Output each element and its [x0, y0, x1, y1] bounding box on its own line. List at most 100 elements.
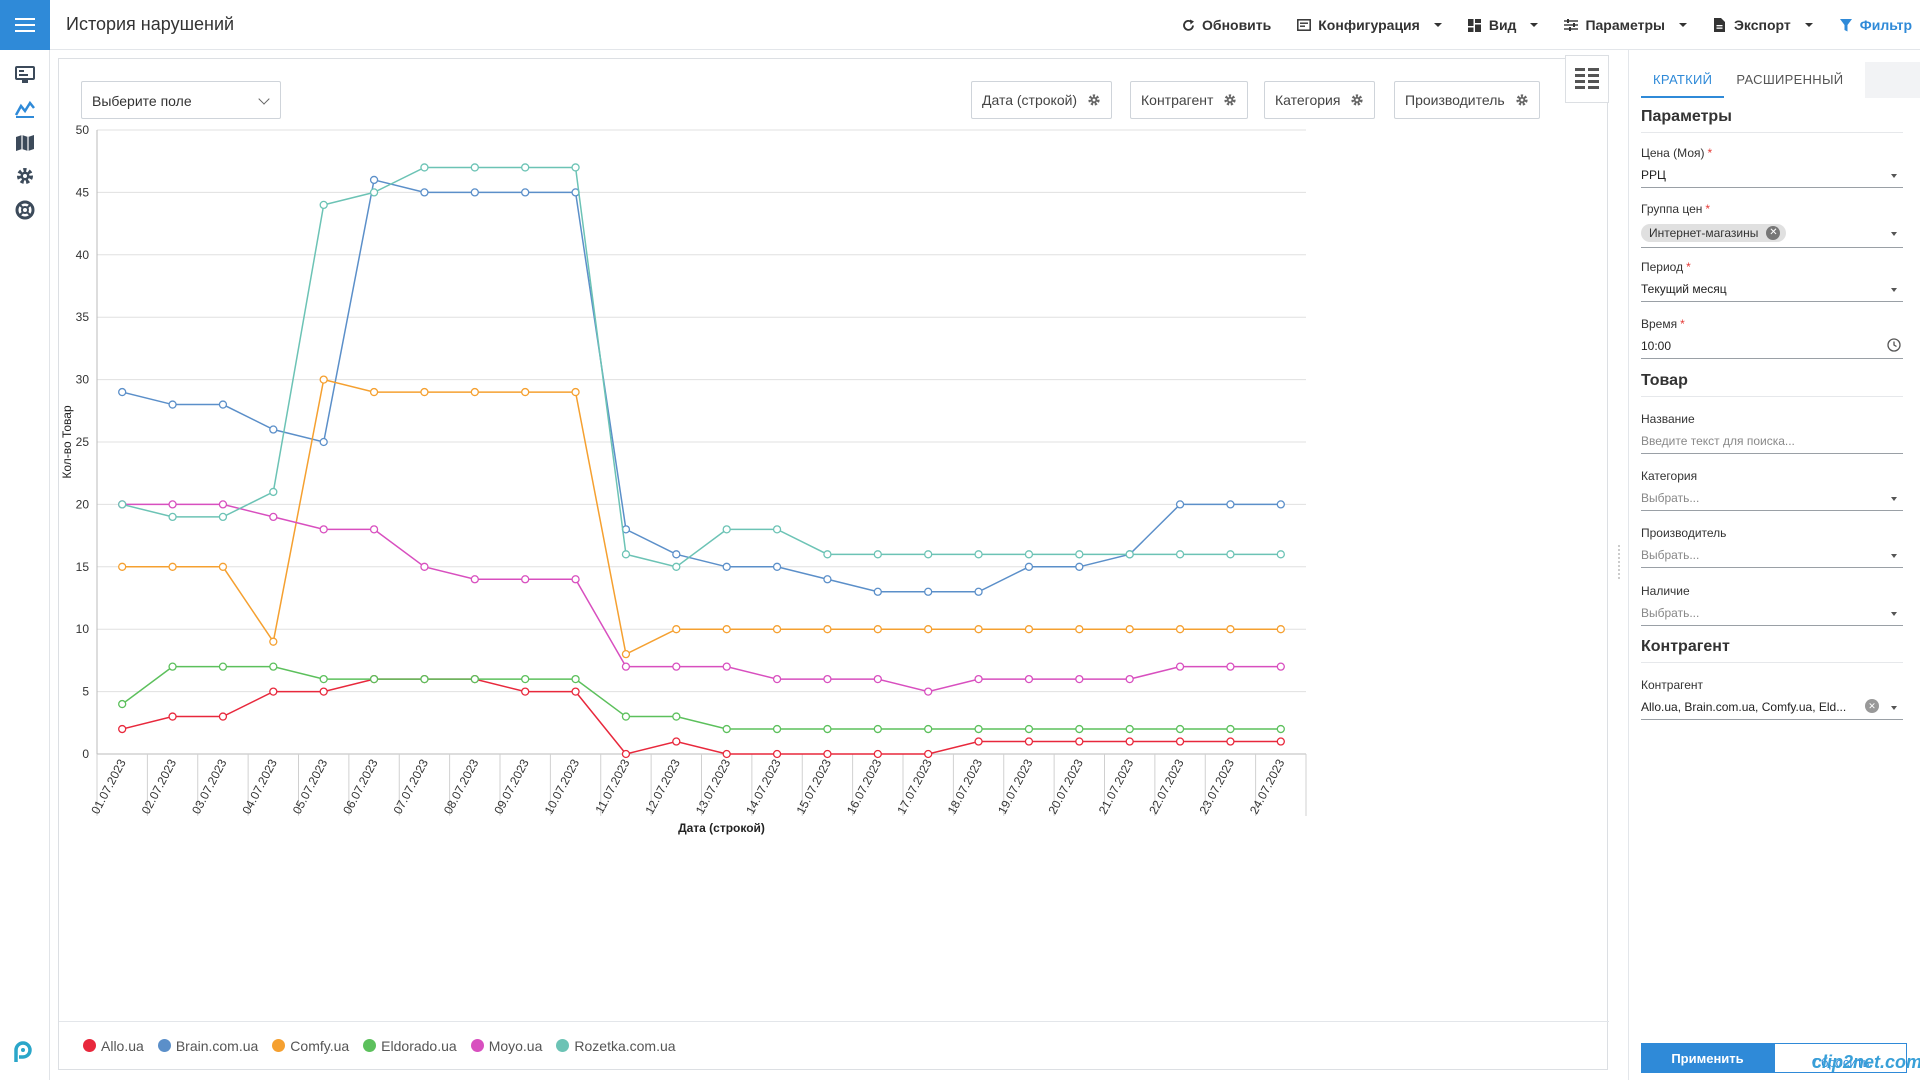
grid-view-button[interactable] [1565, 55, 1609, 103]
legend-item[interactable]: Moyo.ua [470, 1038, 542, 1054]
chip-label: Производитель [1405, 92, 1505, 108]
rail-settings-button[interactable] [12, 163, 38, 189]
data-point [1125, 724, 1134, 734]
rail-map-button[interactable] [12, 130, 38, 156]
availability-select[interactable]: Выбрать... [1641, 602, 1903, 626]
series-line [122, 166, 1281, 568]
gear-icon[interactable] [1515, 93, 1529, 107]
hamburger-icon [15, 24, 35, 26]
data-point [924, 550, 933, 559]
y-tick-label: 35 [76, 310, 90, 324]
legend-item[interactable]: Allo.ua [83, 1038, 144, 1054]
data-point [974, 550, 983, 559]
gear-icon[interactable] [1087, 93, 1101, 107]
hamburger-menu-button[interactable] [0, 0, 50, 50]
chart-panel: Выберите поле Дата (строкой) Контрагент … [58, 55, 1609, 1070]
pivot-chip-manufacturer[interactable]: Производитель [1394, 81, 1540, 119]
data-point [369, 188, 379, 197]
gear-icon[interactable] [1350, 93, 1364, 107]
data-point [1175, 737, 1185, 746]
pivot-chip-date[interactable]: Дата (строкой) [971, 81, 1113, 119]
data-point [168, 662, 177, 671]
data-point [924, 625, 933, 634]
data-point [722, 562, 731, 571]
chevron-down-icon [1891, 174, 1897, 178]
app-logo[interactable] [10, 1040, 40, 1070]
gear-icon[interactable] [1223, 93, 1237, 107]
data-point [168, 562, 177, 571]
pivot-chip-category[interactable]: Категория [1264, 81, 1376, 119]
data-point [974, 587, 983, 596]
chevron-down-icon [1891, 706, 1897, 710]
time-input[interactable]: 10:00 [1641, 335, 1903, 359]
data-point [420, 163, 429, 172]
config-icon [1297, 18, 1312, 32]
data-point [269, 512, 278, 522]
refresh-button[interactable]: Обновить [1181, 17, 1271, 33]
view-label: Вид [1488, 17, 1517, 33]
data-point [1226, 500, 1235, 509]
close-icon[interactable]: ✕ [1766, 226, 1781, 240]
export-button[interactable]: Экспорт [1713, 17, 1813, 33]
price-select[interactable]: РРЦ [1641, 164, 1903, 188]
data-point [369, 674, 379, 684]
data-point [269, 487, 278, 497]
rail-help-button[interactable] [12, 197, 38, 223]
reset-button[interactable]: Сбросить [1774, 1043, 1907, 1073]
rail-monitor-button[interactable] [12, 62, 38, 88]
x-tick-label: 24.07.2023 [1247, 757, 1288, 817]
clear-icon[interactable]: ✕ [1865, 699, 1879, 713]
data-point [1175, 550, 1185, 559]
manufacturer-select[interactable]: Выбрать... [1641, 544, 1903, 568]
data-point [1075, 625, 1084, 634]
legend-item[interactable]: Brain.com.ua [157, 1038, 258, 1054]
legend-dot-icon [556, 1039, 570, 1052]
legend-item[interactable]: Eldorado.ua [363, 1038, 457, 1054]
x-tick-label: 17.07.2023 [894, 757, 935, 817]
period-select[interactable]: Текущий месяц [1641, 278, 1903, 302]
file-export-icon [1713, 18, 1727, 32]
data-point [470, 387, 479, 397]
price-group-select[interactable]: Интернет-магазины ✕ [1641, 222, 1903, 248]
data-point [118, 724, 127, 734]
x-tick-label: 09.07.2023 [491, 757, 532, 817]
data-point [621, 712, 631, 721]
clock-icon[interactable] [1887, 338, 1901, 352]
name-search-input[interactable]: Введите текст для поиска... [1641, 430, 1903, 454]
data-point [672, 562, 681, 571]
params-button[interactable]: Параметры [1564, 17, 1687, 33]
y-tick-label: 40 [76, 248, 90, 262]
filter-button[interactable]: Фильтр [1839, 17, 1912, 33]
data-point [1175, 724, 1185, 734]
chevron-down-icon [1891, 288, 1897, 292]
panel-splitter-handle[interactable] [1618, 545, 1624, 579]
table-grid-icon [1575, 68, 1599, 89]
field-select[interactable]: Выберите поле [81, 81, 281, 119]
view-button[interactable]: Вид [1468, 17, 1539, 33]
legend-item[interactable]: Comfy.ua [272, 1038, 349, 1054]
data-point [1175, 625, 1185, 634]
legend-item[interactable]: Rozetka.com.ua [556, 1038, 676, 1054]
tab-extended[interactable]: РАСШИРЕННЫЙ [1736, 72, 1844, 87]
rail-chart-button[interactable] [12, 96, 38, 122]
data-point [772, 525, 782, 534]
data-point [1024, 674, 1034, 684]
config-button[interactable]: Конфигурация [1297, 17, 1442, 33]
data-point [470, 163, 479, 172]
counterparty-select[interactable]: Allo.ua, Brain.com.ua, Comfy.ua, Eld... … [1641, 696, 1903, 720]
tab-brief[interactable]: КРАТКИЙ [1641, 62, 1725, 98]
data-point [420, 188, 429, 197]
apply-button[interactable]: Применить [1641, 1043, 1774, 1073]
pivot-chip-counterparty[interactable]: Контрагент [1130, 81, 1249, 119]
data-point [218, 512, 228, 522]
data-point [772, 749, 782, 759]
x-tick-label: 13.07.2023 [693, 757, 734, 817]
chevron-down-icon [1678, 23, 1687, 27]
y-axis-title: Кол-во Товар [60, 405, 74, 479]
data-point [974, 737, 983, 746]
data-point [672, 550, 681, 559]
counterparty-label: Контрагент [1641, 678, 1704, 692]
x-tick-label: 21.07.2023 [1096, 757, 1137, 817]
data-point [269, 687, 278, 696]
category-select[interactable]: Выбрать... [1641, 487, 1903, 511]
